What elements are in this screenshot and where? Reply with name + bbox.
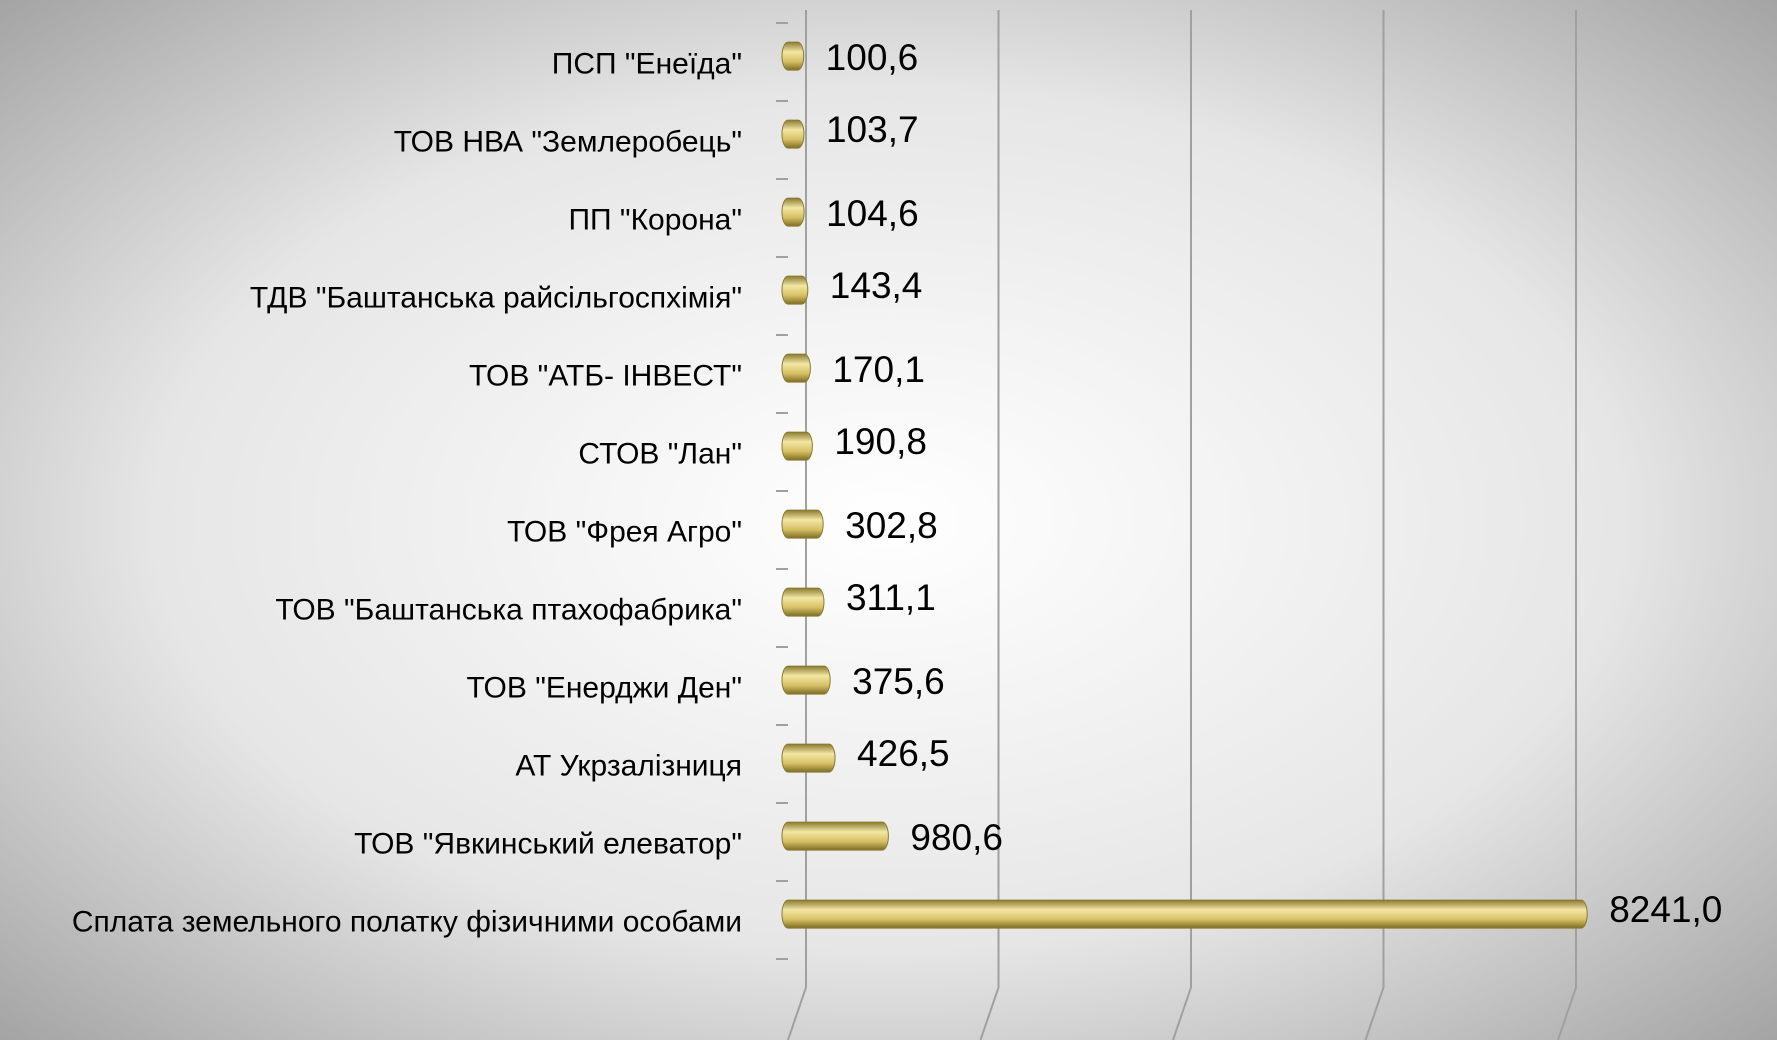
value-label: 190,8	[834, 421, 927, 462]
bar	[781, 509, 824, 539]
bar	[781, 197, 805, 227]
bar	[781, 431, 813, 461]
y-tick-label: ТОВ "АТБ- ІНВЕСТ"	[469, 359, 742, 392]
value-label: 980,6	[910, 817, 1003, 858]
y-tick-label: ПСП "Енеїда"	[552, 47, 742, 80]
value-label: 375,6	[852, 661, 945, 702]
bar	[781, 587, 825, 617]
y-tick-label: ТОВ "Фрея Агро"	[507, 515, 742, 548]
grid-line	[1364, 10, 1385, 1040]
y-tick-label: Сплата земельного полатку фізичними особ…	[72, 905, 742, 938]
bar	[781, 821, 889, 851]
bar	[781, 41, 805, 71]
bar	[781, 275, 809, 305]
bar	[781, 899, 1588, 929]
bar	[781, 119, 805, 149]
value-label: 103,7	[826, 109, 919, 150]
y-tick-label: ПП "Корона"	[568, 203, 742, 236]
y-tick-label: ТДВ "Баштанська райсільгоспхімія"	[250, 281, 742, 314]
value-label: 170,1	[832, 349, 925, 390]
y-tick-label: ТОВ "Явкинський елеватор"	[354, 827, 742, 860]
y-tick-label: ТОВ "Баштанська птахофабрика"	[275, 593, 742, 626]
value-label: 100,6	[826, 37, 919, 78]
value-label: 8241,0	[1609, 889, 1722, 930]
y-tick-label: ТОВ "Енерджи Ден"	[467, 671, 742, 704]
y-tick-label: ТОВ НВА "Землеробець"	[394, 125, 742, 158]
y-tick-label: АТ Укрзалізниця	[515, 749, 742, 782]
value-label: 302,8	[845, 505, 938, 546]
grid-line	[1557, 10, 1577, 1040]
grid-line	[1172, 10, 1192, 1040]
value-label: 426,5	[857, 733, 950, 774]
value-label: 104,6	[826, 193, 919, 234]
bar	[781, 665, 831, 695]
y-tick-label: СТОВ "Лан"	[578, 437, 742, 470]
grid-line	[979, 10, 1000, 1040]
value-label: 311,1	[846, 577, 936, 618]
bar	[781, 743, 836, 773]
value-label: 143,4	[830, 265, 923, 306]
grid-line	[787, 10, 807, 1040]
bar	[781, 353, 811, 383]
